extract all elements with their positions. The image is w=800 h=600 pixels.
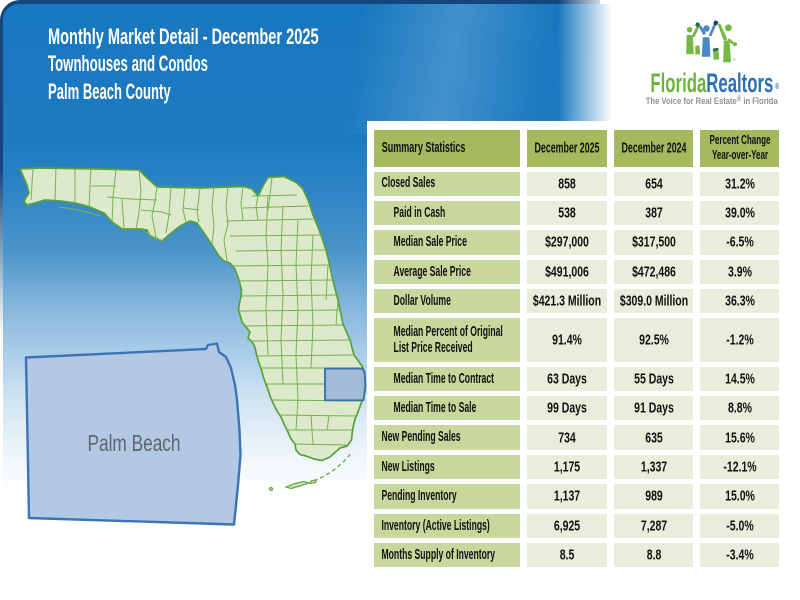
svg-text:®: ® — [733, 57, 737, 62]
